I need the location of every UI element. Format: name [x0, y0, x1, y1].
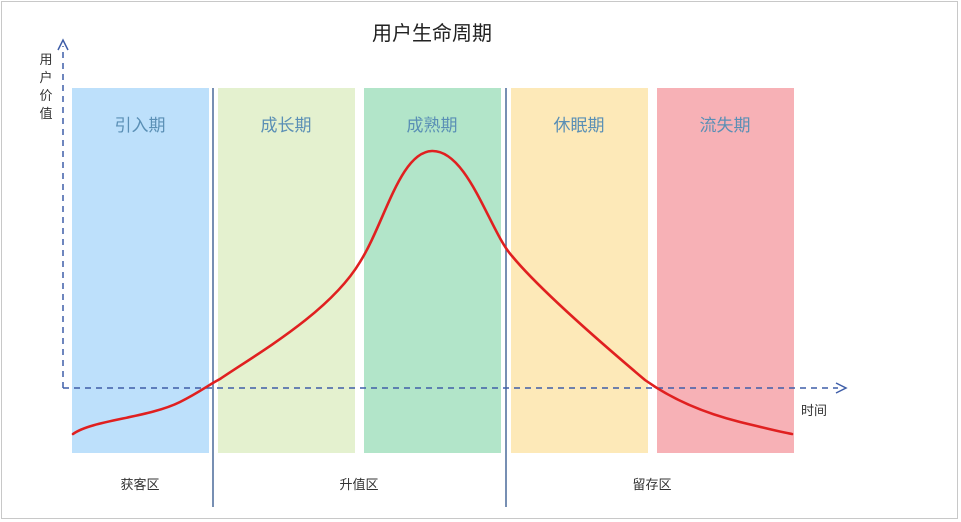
zone-label-retention: 留存区 — [632, 478, 671, 493]
stage-band-introduction — [72, 88, 209, 453]
stage-label-growth: 成长期 — [261, 116, 312, 136]
stage-label-dormancy: 休眠期 — [554, 116, 605, 136]
stage-band-churn — [657, 88, 794, 453]
stage-label-introduction: 引入期 — [115, 116, 166, 136]
y-axis-label-char: 户 — [39, 70, 52, 86]
stage-label-churn: 流失期 — [700, 116, 751, 136]
diagram-title: 用户生命周期 — [372, 21, 492, 45]
zone-label-appreciation: 升值区 — [339, 477, 378, 493]
x-axis-arrow-icon — [835, 382, 848, 394]
stage-band-growth — [218, 88, 355, 453]
y-axis-arrow-icon — [57, 38, 69, 51]
stage-label-maturity: 成熟期 — [407, 115, 458, 136]
x-axis-label: 时间 — [801, 404, 827, 419]
y-axis-label-char: 价 — [39, 89, 52, 104]
y-axis-label-char: 值 — [39, 106, 52, 122]
y-axis-label-char: 用 — [39, 53, 52, 68]
zone-label-acquisition: 获客区 — [120, 477, 159, 493]
stage-band-maturity — [364, 88, 501, 453]
stage-band-dormancy — [511, 88, 648, 453]
user-value-curve — [71, 149, 794, 436]
